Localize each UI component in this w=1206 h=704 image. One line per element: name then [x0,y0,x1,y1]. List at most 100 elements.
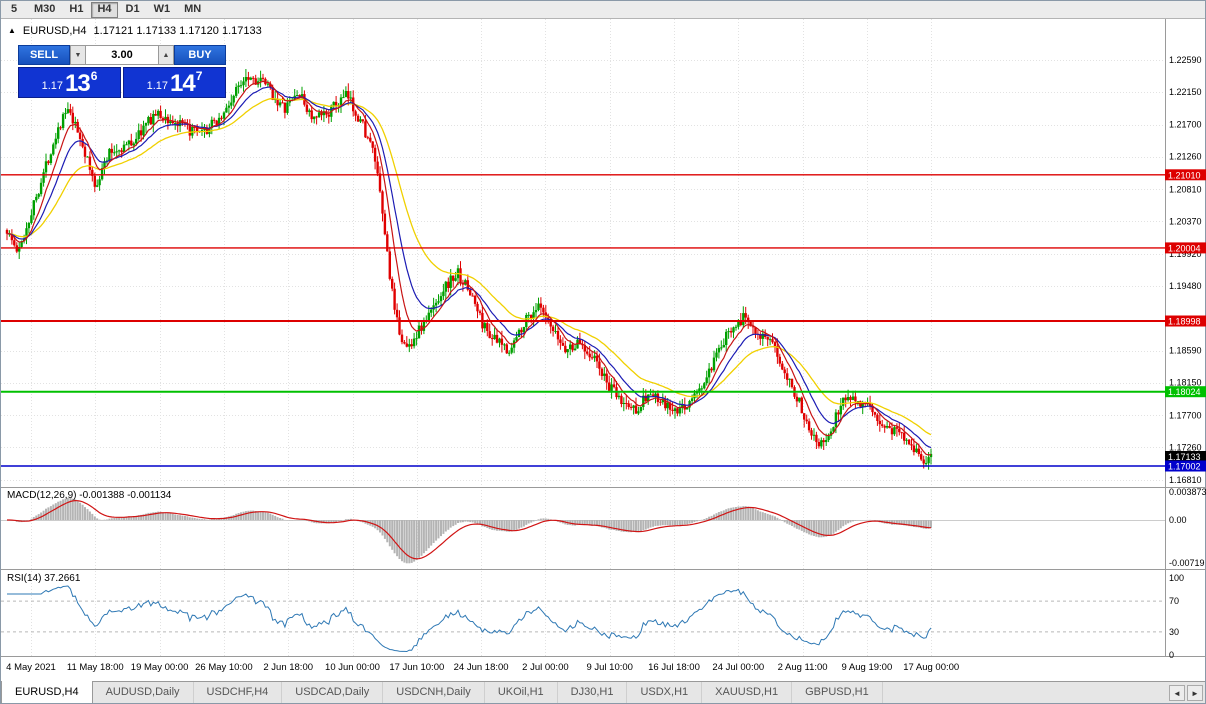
price-tag-1.20004: 1.20004 [1165,242,1206,254]
chart-tab-usdchf-h4[interactable]: USDCHF,H4 [194,682,283,703]
svg-text:19 May 00:00: 19 May 00:00 [131,662,189,673]
svg-text:2 Aug 11:00: 2 Aug 11:00 [778,662,828,673]
svg-text:1.17260: 1.17260 [1169,442,1202,452]
chart-tab-gbpusd-h1[interactable]: GBPUSD,H1 [792,682,883,703]
trade-prices-row: 1.17 13 6 1.17 14 7 [18,67,226,98]
svg-text:1.19920: 1.19920 [1169,249,1202,259]
tabbar: EURUSD,H4 AUDUSD,Daily USDCHF,H4 USDCAD,Dai… [1,681,1205,703]
svg-text:11 May 18:00: 11 May 18:00 [67,662,124,673]
macd-label: MACD(12,26,9) -0.001388 -0.001134 [7,490,172,501]
trade-buttons-row: SELL ▼ 3.00 ▲ BUY [18,45,226,65]
svg-text:16 Jul 18:00: 16 Jul 18:00 [648,662,700,673]
ma-fast-line [7,80,932,456]
timeframe-button-mn[interactable]: MN [178,2,207,18]
sell-price-pipette: 6 [90,69,98,83]
grid [1,19,1165,656]
svg-text:1.20004: 1.20004 [1168,243,1201,253]
timeframe-button-d1[interactable]: D1 [120,2,146,18]
chart-tab-usdx-h1[interactable]: USDX,H1 [627,682,703,703]
timeframe-toolbar: 5 M30 H1 H4 D1 W1 MN [1,1,1205,19]
ma-slow-line [7,98,932,436]
chart-tab-eurusd-h4[interactable]: EURUSD,H4 [1,681,93,703]
svg-text:1.18998: 1.18998 [1168,316,1201,326]
macd-histogram [10,497,932,564]
svg-text:9 Jul 10:00: 9 Jul 10:00 [586,662,632,673]
svg-text:1.18150: 1.18150 [1169,378,1202,388]
candlestick-series [5,69,933,470]
lot-decrease-button[interactable]: ▼ [70,45,86,65]
rsi-line [7,585,932,653]
rsi-label: RSI(14) 37.2661 [7,573,81,584]
price-tag-1.17002: 1.17002 [1165,460,1206,472]
svg-text:1.18024: 1.18024 [1168,387,1201,397]
timeframe-button-m30[interactable]: M30 [28,2,61,18]
svg-text:1.22150: 1.22150 [1169,87,1202,97]
svg-text:26 May 10:00: 26 May 10:00 [195,662,253,673]
chart-tab-dj30-h1[interactable]: DJ30,H1 [558,682,628,703]
svg-text:2 Jun 18:00: 2 Jun 18:00 [263,662,313,673]
svg-text:0.00: 0.00 [1169,515,1187,525]
svg-text:100: 100 [1169,573,1184,583]
chart-tab-xauusd-h1[interactable]: XAUUSD,H1 [702,682,793,703]
svg-text:17 Jun 10:00: 17 Jun 10:00 [389,662,444,673]
price-tag-1.21010: 1.21010 [1165,169,1206,181]
lot-size-input[interactable]: 3.00 [86,45,158,65]
symbol-marker-icon: ▲ [8,26,16,35]
buy-price-pips: 14 [170,70,196,97]
ma-mid-line [7,86,932,449]
svg-text:9 Aug 19:00: 9 Aug 19:00 [842,662,893,673]
svg-text:70: 70 [1169,596,1179,606]
chart-title-symbol: EURUSD,H4 [22,25,87,37]
svg-text:2 Jul 00:00: 2 Jul 00:00 [522,662,568,673]
svg-text:1.20810: 1.20810 [1169,184,1202,194]
price-tag-1.18998: 1.18998 [1165,315,1206,327]
svg-text:1.18590: 1.18590 [1169,346,1202,356]
timeframe-button-h4[interactable]: H4 [91,1,118,18]
lot-increase-button[interactable]: ▲ [158,45,174,65]
buy-price-button[interactable]: 1.17 14 7 [123,67,226,98]
chart-tabs: EURUSD,H4 AUDUSD,Daily USDCHF,H4 USDCAD,Dai… [1,681,883,703]
tabs-scroll-right-button[interactable]: ► [1187,685,1203,701]
svg-text:30: 30 [1169,627,1179,637]
timeframe-button-w1[interactable]: W1 [148,2,177,18]
svg-text:1.22590: 1.22590 [1169,55,1202,65]
timeframe-button-5[interactable]: 5 [2,2,26,18]
one-click-trading-panel: SELL ▼ 3.00 ▲ BUY 1.17 13 6 1.17 14 7 [18,45,226,98]
price-axis: 1.22590 1.22150 1.21700 1.21260 1.20810 1.203… [1169,55,1206,660]
sell-price-pips: 13 [65,70,91,97]
buy-price-pipette: 7 [195,69,203,83]
svg-text:4 May 2021: 4 May 2021 [6,662,56,673]
svg-text:1.21700: 1.21700 [1169,120,1202,130]
sell-button[interactable]: SELL [18,45,70,65]
chart-tab-usdcad-daily[interactable]: USDCAD,Daily [282,682,384,703]
svg-text:1.20370: 1.20370 [1169,216,1202,226]
chart-title: ▲ EURUSD,H4 1.17121 1.17133 1.17120 1.17… [8,25,262,37]
buy-button[interactable]: BUY [174,45,226,65]
svg-text:-0.00719: -0.00719 [1169,558,1205,568]
svg-text:1.17133: 1.17133 [1168,452,1201,462]
svg-text:10 Jun 00:00: 10 Jun 00:00 [325,662,380,673]
svg-text:17 Aug 00:00: 17 Aug 00:00 [903,662,959,673]
timeframe-button-h1[interactable]: H1 [63,2,89,18]
chart-tab-usdcnh-daily[interactable]: USDCNH,Daily [383,682,485,703]
sell-price-prefix: 1.17 [41,80,64,92]
svg-text:0: 0 [1169,650,1174,660]
chart-tab-ukoil-h1[interactable]: UKOil,H1 [485,682,558,703]
chart-area[interactable]: ▲ EURUSD,H4 1.17121 1.17133 1.17120 1.17… [1,19,1206,683]
tab-scroll-controls: ◄ ► [1169,685,1203,701]
svg-text:24 Jul 00:00: 24 Jul 00:00 [712,662,764,673]
svg-text:1.21260: 1.21260 [1169,152,1202,162]
svg-text:1.19480: 1.19480 [1169,281,1202,291]
svg-text:0.003873: 0.003873 [1169,487,1206,497]
tabs-scroll-left-button[interactable]: ◄ [1169,685,1185,701]
svg-text:1.17700: 1.17700 [1169,410,1202,420]
chart-canvas[interactable]: 1.22590 1.22150 1.21700 1.21260 1.20810 1.203… [1,19,1206,683]
sell-price-button[interactable]: 1.17 13 6 [18,67,121,98]
svg-text:1.17002: 1.17002 [1168,462,1201,472]
buy-price-prefix: 1.17 [146,80,169,92]
svg-text:24 Jun 18:00: 24 Jun 18:00 [454,662,509,673]
chart-tab-audusd-daily[interactable]: AUDUSD,Daily [93,682,194,703]
time-axis: 4 May 2021 11 May 18:00 19 May 00:00 26 May… [6,662,959,673]
svg-text:1.21010: 1.21010 [1168,170,1201,180]
